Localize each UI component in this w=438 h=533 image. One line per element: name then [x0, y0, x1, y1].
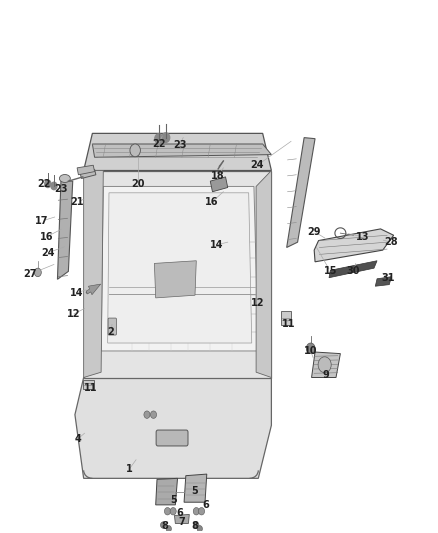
Circle shape [193, 507, 199, 515]
Polygon shape [154, 261, 196, 298]
Polygon shape [287, 138, 315, 247]
Polygon shape [101, 187, 258, 351]
Circle shape [144, 411, 150, 418]
Circle shape [170, 507, 176, 515]
Text: 16: 16 [40, 232, 53, 242]
Text: 12: 12 [67, 309, 81, 319]
Text: 24: 24 [41, 248, 55, 258]
Text: 10: 10 [304, 346, 318, 356]
Polygon shape [77, 165, 95, 175]
Circle shape [318, 357, 331, 373]
Bar [282, 311, 291, 326]
Text: 9: 9 [323, 370, 329, 380]
Circle shape [150, 411, 156, 418]
Text: 6: 6 [177, 508, 183, 518]
Polygon shape [84, 171, 272, 377]
Polygon shape [311, 352, 340, 377]
Polygon shape [174, 514, 189, 523]
Text: 17: 17 [35, 216, 49, 226]
Text: 16: 16 [205, 197, 218, 207]
Polygon shape [329, 261, 377, 278]
Text: 28: 28 [385, 237, 398, 247]
Polygon shape [108, 193, 252, 343]
FancyArrow shape [86, 284, 101, 295]
Circle shape [160, 522, 166, 528]
Text: 8: 8 [191, 521, 198, 531]
Text: 20: 20 [131, 179, 145, 189]
Circle shape [130, 144, 141, 157]
Polygon shape [84, 133, 272, 171]
Text: 24: 24 [251, 160, 264, 170]
Text: 14: 14 [71, 288, 84, 297]
Bar [83, 379, 94, 389]
Text: 30: 30 [347, 266, 360, 276]
Text: 15: 15 [324, 266, 337, 276]
Polygon shape [314, 229, 394, 262]
Text: 22: 22 [38, 179, 51, 189]
Polygon shape [92, 144, 272, 157]
Polygon shape [375, 277, 392, 286]
Text: 21: 21 [71, 197, 84, 207]
Polygon shape [184, 474, 207, 502]
Circle shape [197, 526, 202, 532]
Text: 4: 4 [75, 433, 82, 443]
Text: 12: 12 [251, 298, 264, 308]
Text: 6: 6 [202, 500, 209, 510]
FancyBboxPatch shape [156, 430, 188, 446]
Circle shape [45, 180, 51, 188]
Text: 8: 8 [161, 521, 168, 531]
Polygon shape [210, 177, 228, 192]
Ellipse shape [60, 174, 71, 182]
Circle shape [306, 343, 315, 353]
Text: 11: 11 [84, 383, 97, 393]
Text: 7: 7 [179, 517, 185, 527]
Circle shape [194, 522, 199, 528]
Text: 23: 23 [54, 184, 68, 194]
Polygon shape [80, 169, 96, 179]
Text: 31: 31 [381, 273, 395, 283]
Text: 14: 14 [210, 240, 223, 250]
Circle shape [198, 507, 205, 515]
Circle shape [155, 134, 162, 143]
Text: 18: 18 [211, 171, 225, 181]
Text: 27: 27 [24, 269, 37, 279]
Polygon shape [84, 171, 103, 377]
Text: 29: 29 [307, 227, 321, 237]
Circle shape [164, 507, 170, 515]
Circle shape [162, 133, 170, 142]
FancyBboxPatch shape [108, 318, 117, 335]
Text: 1: 1 [126, 464, 133, 474]
Text: 5: 5 [170, 495, 177, 505]
Text: 13: 13 [357, 232, 370, 242]
Text: 11: 11 [282, 319, 296, 329]
Circle shape [166, 526, 171, 532]
Text: 22: 22 [152, 139, 166, 149]
Polygon shape [155, 478, 177, 505]
Text: 23: 23 [173, 140, 187, 150]
Polygon shape [57, 181, 73, 279]
Text: 2: 2 [107, 327, 114, 337]
Circle shape [34, 268, 41, 277]
Circle shape [51, 182, 57, 190]
Polygon shape [75, 377, 272, 478]
Polygon shape [256, 171, 272, 377]
Text: 5: 5 [191, 486, 198, 496]
